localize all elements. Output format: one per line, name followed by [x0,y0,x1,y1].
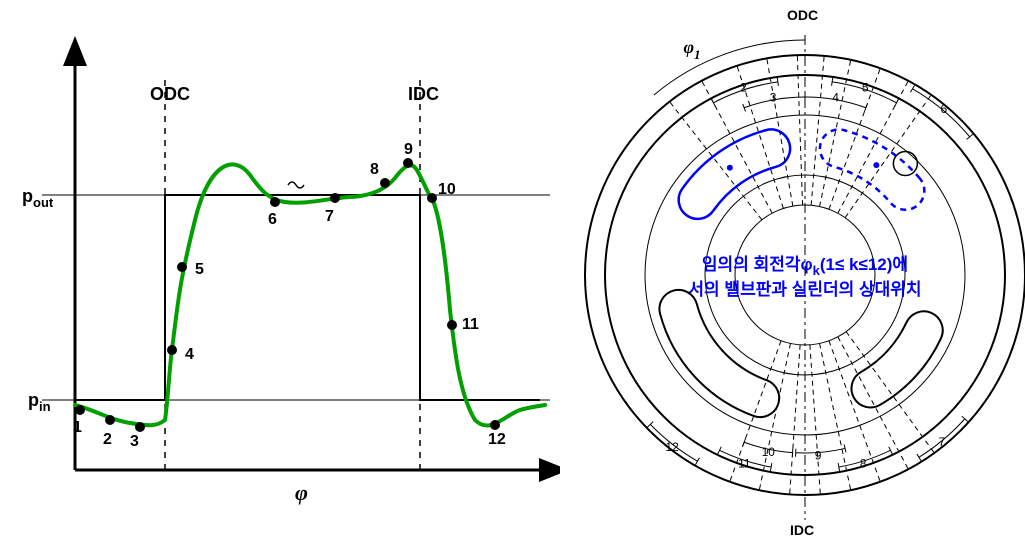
svg-text:9: 9 [815,448,822,462]
svg-text:ODC: ODC [150,84,190,104]
svg-text:IDC: IDC [408,84,439,104]
svg-text:φ: φ [295,480,308,505]
svg-text:5: 5 [862,81,869,95]
pressure-chart: 123456789101112ODCIDCpoutpinφ [0,0,560,542]
svg-text:12: 12 [488,431,506,448]
svg-text:3: 3 [130,433,139,450]
svg-text:6: 6 [268,211,277,228]
svg-text:2: 2 [103,431,112,448]
svg-text:11: 11 [462,316,479,333]
svg-text:서의 밸브판과 실린더의 상대위치: 서의 밸브판과 실린더의 상대위치 [688,280,921,299]
svg-text:IDC: IDC [790,522,814,538]
svg-text:7: 7 [938,435,945,449]
svg-text:10: 10 [762,445,776,459]
svg-text:ODC: ODC [787,7,818,23]
svg-text:10: 10 [438,181,456,198]
chart-svg: 123456789101112ODCIDCpoutpinφ [0,0,560,542]
svg-text:7: 7 [325,208,334,225]
svg-text:8: 8 [370,161,379,178]
circle-svg: φ125634789101112ODCIDC임의의 회전각φk(1≤ k≤12)… [560,0,1025,542]
svg-text:3: 3 [770,91,777,105]
svg-text:6: 6 [940,102,947,116]
svg-text:5: 5 [195,261,204,278]
valve-circle-diagram: φ125634789101112ODCIDC임의의 회전각φk(1≤ k≤12)… [560,0,1025,542]
svg-text:12: 12 [665,440,679,454]
svg-text:11: 11 [738,456,751,470]
svg-text:pin: pin [28,390,51,414]
svg-text:9: 9 [404,141,413,158]
svg-text:2: 2 [740,81,747,95]
svg-text:pout: pout [22,186,54,210]
svg-text:φ1: φ1 [683,37,700,62]
svg-text:4: 4 [832,91,839,105]
svg-text:8: 8 [860,456,867,470]
svg-text:4: 4 [185,346,194,363]
svg-text:1: 1 [73,419,82,436]
